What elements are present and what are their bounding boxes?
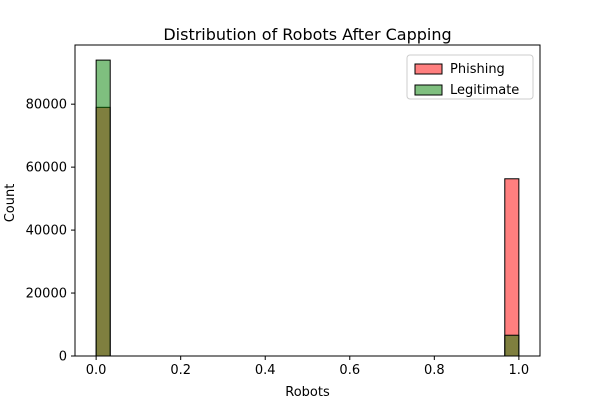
y-tick-label: 60000 [26, 161, 67, 176]
bar-phishing-1 [504, 178, 520, 357]
x-tick-label: 0.4 [255, 363, 276, 378]
x-tick-label: 0.0 [86, 363, 107, 378]
x-tick-label: 1.0 [509, 363, 530, 378]
y-axis-label: Count [3, 184, 18, 223]
y-tick-label: 20000 [26, 287, 67, 302]
legend-swatch-phishing [414, 63, 443, 75]
legend-swatch-legitimate [414, 84, 443, 96]
bar-legitimate-1 [504, 334, 520, 357]
bars-layer [95, 59, 520, 357]
legend: Phishing Legitimate [406, 54, 534, 100]
legend-label-legitimate: Legitimate [450, 83, 519, 98]
x-tick-label: 0.8 [424, 363, 445, 378]
plot-frame [74, 44, 541, 357]
x-axis-label: Robots [285, 385, 330, 400]
legend-label-phishing: Phishing [450, 62, 505, 77]
x-tick-label: 0.6 [339, 363, 360, 378]
bar-legitimate-0 [95, 59, 111, 357]
axes-layer: 0.0 0.2 0.4 0.6 0.8 1.0 0 20000 40000 60000 80000 [26, 44, 541, 378]
y-tick-label: 80000 [26, 98, 67, 113]
chart-title: Distribution of Robots After Capping [163, 25, 451, 44]
y-tick-label: 40000 [26, 224, 67, 239]
y-tick-label: 0 [59, 350, 67, 365]
x-tick-label: 0.2 [170, 363, 191, 378]
